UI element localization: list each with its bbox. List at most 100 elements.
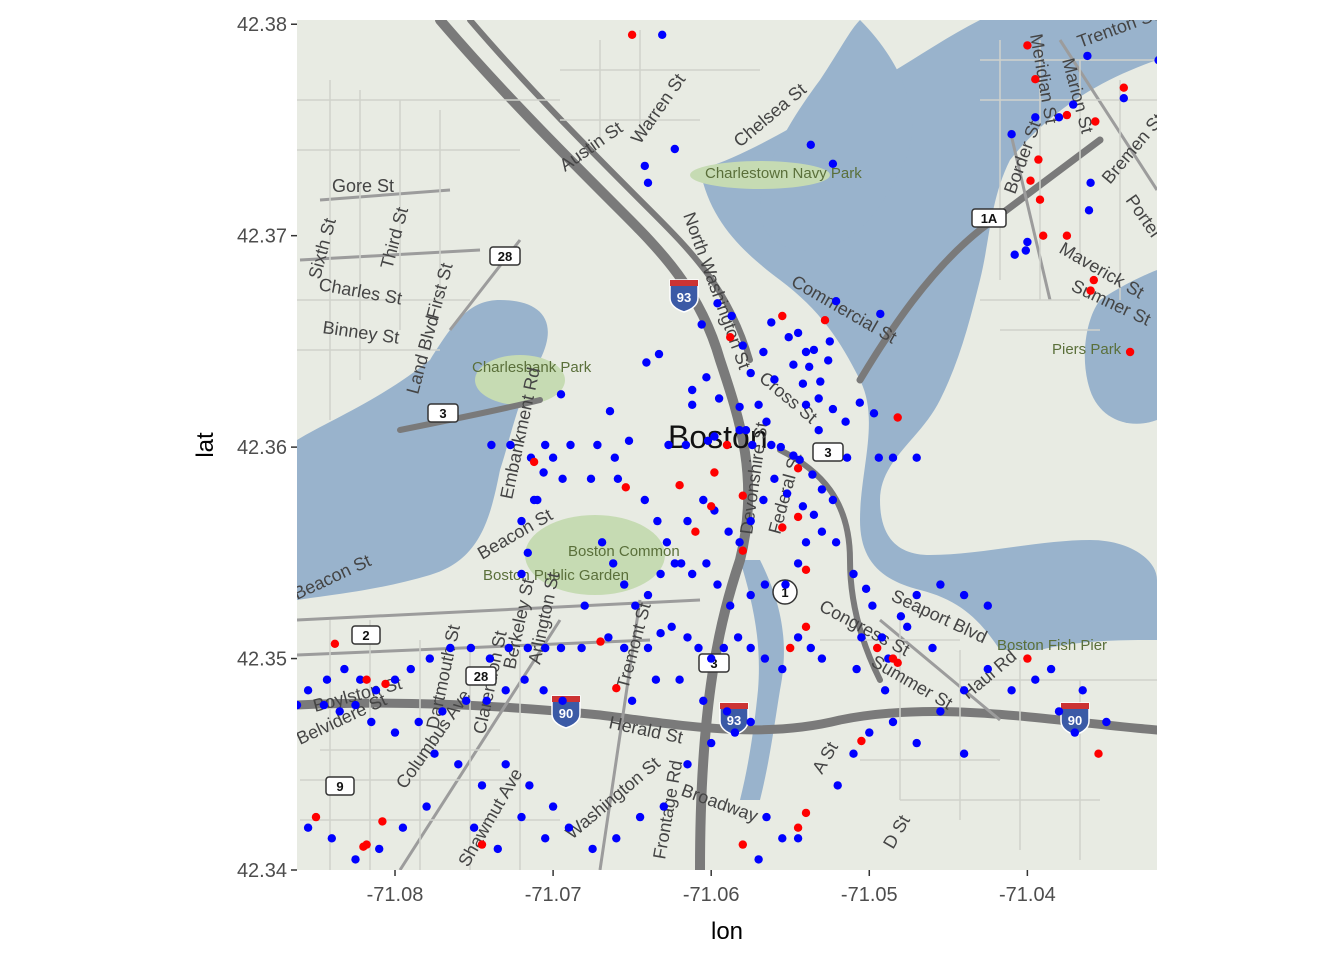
data-point-red bbox=[477, 840, 487, 849]
data-point-blue bbox=[375, 844, 384, 854]
data-point-blue bbox=[539, 686, 548, 695]
data-point-blue bbox=[566, 440, 575, 450]
data-point-blue bbox=[707, 654, 716, 663]
data-point-blue bbox=[541, 440, 550, 450]
data-point-blue bbox=[888, 453, 898, 462]
data-point-red bbox=[1089, 275, 1099, 285]
data-point-blue bbox=[414, 717, 423, 727]
data-point-blue bbox=[770, 474, 779, 483]
data-point-blue bbox=[888, 717, 898, 727]
route-shield: 1A bbox=[971, 208, 1007, 228]
data-point-blue bbox=[371, 686, 381, 695]
data-point-blue bbox=[485, 654, 495, 663]
data-point-red bbox=[738, 491, 747, 500]
data-point-blue bbox=[912, 738, 921, 748]
data-point-blue bbox=[529, 495, 539, 505]
data-point-blue bbox=[707, 738, 716, 748]
route-shield: 2 bbox=[351, 625, 381, 645]
data-point-blue bbox=[762, 812, 771, 822]
data-point-blue bbox=[702, 559, 711, 568]
data-point-blue bbox=[539, 468, 548, 477]
route-shield-label: 1 bbox=[781, 585, 788, 600]
data-point-blue bbox=[1010, 250, 1019, 259]
route-shield: 90 bbox=[1060, 702, 1090, 736]
data-point-blue bbox=[798, 379, 808, 388]
route-shield: 28 bbox=[489, 246, 521, 266]
data-point-red bbox=[381, 679, 390, 689]
data-point-blue bbox=[517, 516, 526, 526]
x-tick-label: -71.06 bbox=[683, 884, 740, 906]
data-point-red bbox=[1094, 749, 1103, 758]
data-point-blue bbox=[656, 569, 665, 579]
y-tick-label: 42.35 bbox=[237, 649, 287, 671]
data-point-blue bbox=[754, 855, 763, 864]
data-point-red bbox=[675, 481, 684, 490]
data-point-blue bbox=[746, 643, 755, 653]
x-tick-label: -71.08 bbox=[367, 884, 424, 906]
data-point-blue bbox=[806, 643, 815, 653]
route-shield-label: 90 bbox=[559, 706, 573, 721]
data-point-red bbox=[1026, 176, 1035, 185]
data-point-blue bbox=[868, 601, 877, 610]
data-point-blue bbox=[564, 823, 574, 832]
data-point-blue bbox=[1007, 130, 1016, 139]
data-point-blue bbox=[784, 333, 793, 342]
data-point-blue bbox=[841, 417, 850, 426]
data-point-blue bbox=[1021, 246, 1030, 255]
data-point-blue bbox=[746, 368, 755, 378]
data-point-blue bbox=[430, 749, 439, 758]
data-point-red bbox=[627, 30, 637, 39]
route-shield: 1 bbox=[772, 579, 798, 605]
data-point-blue bbox=[683, 633, 692, 642]
data-point-blue bbox=[517, 569, 526, 579]
park-label-common: Boston Common bbox=[568, 543, 680, 560]
x-tick-label: -71.04 bbox=[999, 884, 1056, 906]
data-point-blue bbox=[855, 398, 864, 407]
data-point-blue bbox=[849, 569, 858, 579]
data-point-blue bbox=[778, 834, 787, 843]
data-point-red bbox=[311, 812, 321, 822]
data-point-red bbox=[738, 546, 747, 555]
data-point-blue bbox=[558, 696, 567, 705]
data-point-blue bbox=[782, 489, 792, 498]
data-point-blue bbox=[454, 760, 463, 769]
data-point-red bbox=[1031, 75, 1040, 84]
data-point-blue bbox=[727, 311, 736, 321]
data-point-blue bbox=[735, 426, 744, 435]
data-point-blue bbox=[817, 654, 827, 663]
data-point-red bbox=[793, 823, 803, 832]
data-point-blue bbox=[1054, 707, 1064, 716]
data-point-blue bbox=[340, 664, 349, 674]
data-point-blue bbox=[760, 580, 770, 589]
data-point-red bbox=[786, 643, 795, 653]
data-point-blue bbox=[658, 30, 667, 39]
data-point-blue bbox=[548, 453, 558, 462]
data-point-blue bbox=[482, 696, 491, 705]
data-point-blue bbox=[1023, 237, 1032, 247]
data-point-blue bbox=[808, 470, 817, 479]
data-point-red bbox=[820, 316, 830, 325]
data-point-blue bbox=[857, 633, 866, 642]
data-point-red bbox=[710, 468, 719, 477]
data-point-blue bbox=[1054, 113, 1064, 122]
data-point-blue bbox=[466, 643, 476, 653]
data-point-blue bbox=[842, 453, 852, 462]
route-shield: 93 bbox=[669, 279, 699, 313]
charlesbank-park bbox=[475, 355, 565, 405]
data-point-blue bbox=[1154, 56, 1157, 65]
data-point-blue bbox=[504, 643, 513, 653]
data-point-red bbox=[612, 684, 621, 693]
route-shield-label: 93 bbox=[677, 290, 691, 305]
data-point-blue bbox=[713, 580, 722, 589]
data-point-blue bbox=[640, 495, 649, 505]
data-point-blue bbox=[781, 580, 790, 589]
park-label-charlesbank: Charlesbank Park bbox=[472, 359, 592, 376]
data-point-blue bbox=[1083, 51, 1092, 61]
data-point-blue bbox=[351, 700, 360, 710]
data-point-blue bbox=[713, 299, 722, 308]
data-point-blue bbox=[714, 394, 724, 403]
data-point-red bbox=[793, 512, 803, 522]
data-point-blue bbox=[651, 675, 661, 684]
data-point-blue bbox=[903, 622, 912, 631]
data-point-blue bbox=[610, 453, 619, 462]
